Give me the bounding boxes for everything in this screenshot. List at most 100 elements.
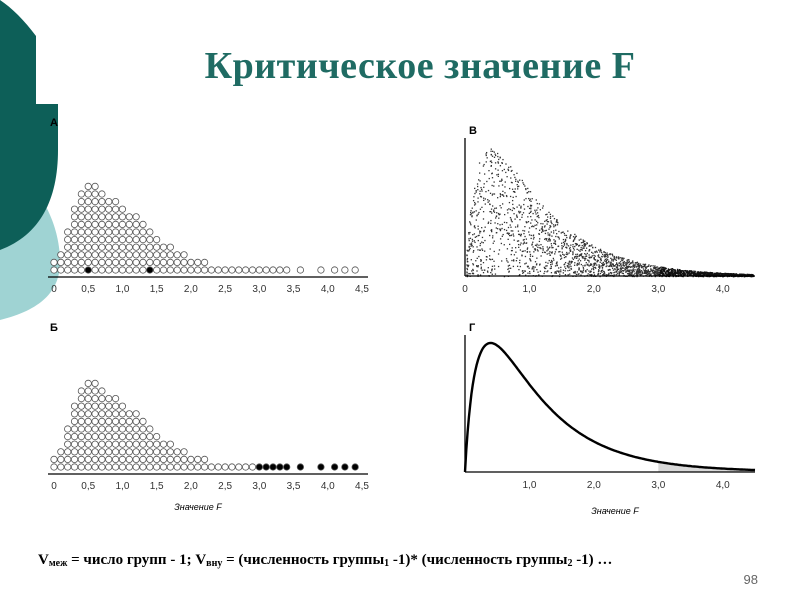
stipple-dot — [522, 182, 524, 184]
data-point — [98, 251, 106, 259]
stipple-dot — [487, 267, 489, 269]
panel-letter: А — [50, 117, 58, 129]
filled-data-point — [269, 463, 277, 471]
stipple-dot — [510, 218, 512, 220]
stipple-dot — [518, 233, 521, 236]
data-point — [64, 228, 72, 236]
stipple-dot — [682, 271, 685, 273]
stipple-dot — [556, 261, 558, 263]
data-point — [91, 236, 99, 244]
stipple-dot — [514, 226, 517, 228]
stipple-dot — [554, 224, 557, 226]
stipple-dot — [472, 269, 474, 272]
x-tick-label: 4,0 — [716, 480, 730, 491]
stipple-dot — [748, 274, 750, 276]
stipple-dot — [490, 154, 493, 156]
stipple-dot — [640, 270, 643, 272]
stipple-dot — [540, 243, 542, 246]
stipple-dot — [585, 255, 588, 257]
stipple-dot — [518, 210, 520, 213]
stipple-dot — [628, 270, 630, 272]
stipple-dot — [635, 273, 638, 275]
stipple-dot — [493, 265, 496, 267]
stipple-dot — [607, 274, 610, 276]
stipple-dot — [511, 188, 514, 190]
stipple-dot — [517, 230, 520, 232]
stipple-dot — [507, 261, 509, 263]
stipple-dot — [590, 263, 592, 265]
data-point — [132, 417, 140, 426]
data-point — [146, 236, 154, 244]
stipple-dot — [536, 263, 538, 265]
stipple-dot — [473, 204, 476, 206]
stipple-dot — [585, 271, 587, 273]
stipple-dot — [640, 273, 642, 276]
stipple-dot — [540, 247, 542, 250]
stipple-dot — [575, 243, 578, 245]
stipple-dot — [705, 273, 707, 275]
stipple-dot — [591, 274, 593, 276]
stipple-dot — [591, 268, 593, 270]
stipple-dot — [570, 244, 572, 246]
stipple-dot — [469, 222, 472, 224]
stipple-dot — [547, 270, 549, 272]
stipple-dot — [550, 225, 552, 228]
x-tick-label: 2,5 — [218, 481, 232, 492]
stipple-dot — [611, 267, 614, 269]
stipple-dot — [523, 238, 525, 241]
stipple-dot — [607, 259, 609, 261]
stipple-dot — [494, 207, 496, 210]
stipple-dot — [580, 274, 582, 276]
panel-letter: В — [469, 125, 477, 137]
stipple-dot — [640, 266, 643, 268]
stipple-dot — [471, 207, 473, 209]
stipple-dot — [594, 262, 596, 264]
stipple-dot — [511, 199, 514, 202]
data-point — [98, 433, 106, 441]
stipple-dot — [600, 270, 602, 273]
stipple-dot — [527, 221, 530, 223]
stipple-dot — [618, 262, 620, 264]
data-point — [125, 220, 133, 229]
stipple-dot — [501, 260, 503, 262]
stipple-dot — [636, 262, 638, 264]
stipple-dot — [553, 217, 556, 220]
x-tick-label: 2,0 — [587, 284, 601, 295]
stipple-dot — [593, 271, 595, 274]
data-point — [98, 448, 106, 456]
stipple-dot — [572, 253, 574, 256]
data-point — [180, 448, 188, 456]
stipple-dot — [584, 253, 586, 255]
data-point — [173, 448, 181, 456]
stipple-dot — [584, 270, 587, 272]
stipple-dot — [574, 233, 576, 236]
stipple-dot — [477, 239, 479, 242]
stipple-dot — [527, 216, 529, 218]
stipple-dot — [679, 273, 682, 275]
stipple-dot — [519, 265, 522, 268]
stipple-dot — [562, 241, 565, 244]
stipple-dot — [604, 274, 606, 276]
stipple-dot — [523, 242, 525, 244]
data-point — [118, 228, 127, 236]
stipple-dot — [473, 249, 475, 252]
stipple-dot — [545, 261, 547, 264]
stipple-dot — [578, 262, 581, 264]
stipple-dot — [517, 224, 519, 226]
stipple-dot — [543, 226, 546, 228]
stipple-dot — [616, 262, 618, 264]
stipple-dot — [652, 271, 655, 274]
stipple-dot — [548, 247, 551, 249]
data-point — [187, 455, 195, 463]
stipple-dot — [510, 177, 512, 179]
stipple-dot — [468, 238, 470, 240]
stipple-dot — [528, 197, 530, 200]
stipple-dot — [551, 247, 553, 249]
stipple-dot — [613, 255, 615, 258]
stipple-dot — [568, 266, 570, 268]
stipple-dot — [710, 274, 712, 276]
stipple-dot — [581, 249, 583, 251]
stipple-dot — [536, 243, 538, 245]
stipple-dot — [665, 273, 668, 275]
stipple-dot — [559, 258, 562, 260]
